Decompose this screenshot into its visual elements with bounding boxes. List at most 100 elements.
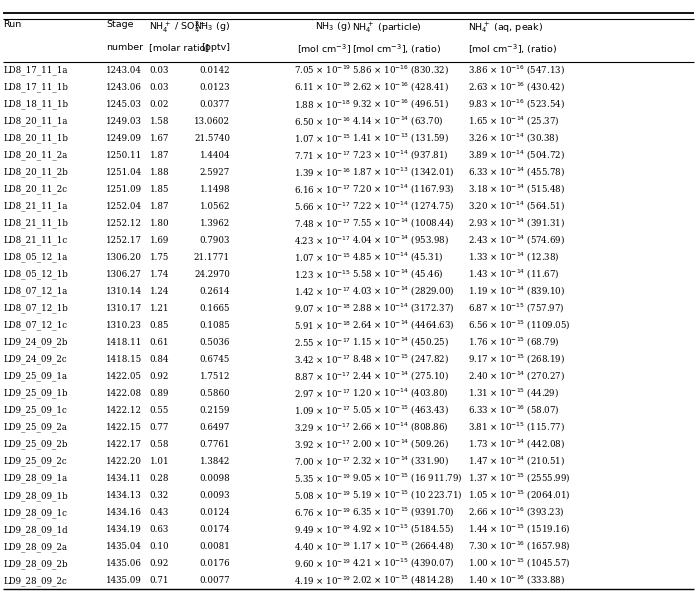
Text: LD9_28_09_2b: LD9_28_09_2b <box>3 559 68 568</box>
Text: NH$_3$ (g): NH$_3$ (g) <box>194 20 230 33</box>
Text: 5.91 $\times$ 10$^{-18}$: 5.91 $\times$ 10$^{-18}$ <box>294 320 351 331</box>
Text: 4.21 $\times$ 10$^{-15}$ (4390.07): 4.21 $\times$ 10$^{-15}$ (4390.07) <box>352 557 455 570</box>
Text: 1.47 $\times$ 10$^{-14}$ (210.51): 1.47 $\times$ 10$^{-14}$ (210.51) <box>468 455 565 468</box>
Text: 8.87 $\times$ 10$^{-17}$: 8.87 $\times$ 10$^{-17}$ <box>294 370 351 383</box>
Text: 0.0174: 0.0174 <box>199 525 230 534</box>
Text: 6.16 $\times$ 10$^{-17}$: 6.16 $\times$ 10$^{-17}$ <box>294 183 351 195</box>
Text: 1422.15: 1422.15 <box>106 423 142 432</box>
Text: LD9_24_09_2c: LD9_24_09_2c <box>3 355 67 364</box>
Text: LD9_25_09_1c: LD9_25_09_1c <box>3 406 67 415</box>
Text: 3.26 $\times$ 10$^{-14}$ (30.38): 3.26 $\times$ 10$^{-14}$ (30.38) <box>468 132 559 145</box>
Text: 4.04 $\times$ 10$^{-14}$ (953.98): 4.04 $\times$ 10$^{-14}$ (953.98) <box>352 234 450 247</box>
Text: 1.87 $\times$ 10$^{-13}$ (1342.01): 1.87 $\times$ 10$^{-13}$ (1342.01) <box>352 166 455 179</box>
Text: 0.71: 0.71 <box>149 576 169 585</box>
Text: 1.39 $\times$ 10$^{-16}$: 1.39 $\times$ 10$^{-16}$ <box>294 166 351 179</box>
Text: 1.01: 1.01 <box>149 457 169 466</box>
Text: 24.2970: 24.2970 <box>194 270 230 279</box>
Text: LD9_28_09_1b: LD9_28_09_1b <box>3 491 68 501</box>
Text: LD8_20_11_2a: LD8_20_11_2a <box>3 150 67 160</box>
Text: 1.37 $\times$ 10$^{-15}$ (2555.99): 1.37 $\times$ 10$^{-15}$ (2555.99) <box>468 472 571 485</box>
Text: 1435.04: 1435.04 <box>106 542 142 551</box>
Text: 0.84: 0.84 <box>149 355 169 364</box>
Text: 0.6497: 0.6497 <box>199 423 230 432</box>
Text: 1.87: 1.87 <box>149 151 169 160</box>
Text: 1.3962: 1.3962 <box>199 219 230 228</box>
Text: 0.89: 0.89 <box>149 389 169 398</box>
Text: 21.5740: 21.5740 <box>194 134 230 143</box>
Text: 0.0176: 0.0176 <box>199 559 230 568</box>
Text: 6.35 $\times$ 10$^{-15}$ (9391.70): 6.35 $\times$ 10$^{-15}$ (9391.70) <box>352 506 455 519</box>
Text: 1422.17: 1422.17 <box>106 440 142 449</box>
Text: 0.03: 0.03 <box>149 83 169 92</box>
Text: LD9_28_09_2a: LD9_28_09_2a <box>3 542 67 552</box>
Text: LD8_20_11_2c: LD8_20_11_2c <box>3 185 67 194</box>
Text: 1418.11: 1418.11 <box>106 338 142 347</box>
Text: 1.07 $\times$ 10$^{-15}$: 1.07 $\times$ 10$^{-15}$ <box>294 251 351 264</box>
Text: 0.77: 0.77 <box>149 423 169 432</box>
Text: 1310.14: 1310.14 <box>106 287 142 296</box>
Text: 1435.09: 1435.09 <box>106 576 142 585</box>
Text: LD8_21_11_1c: LD8_21_11_1c <box>3 236 67 245</box>
Text: LD9_28_09_1a: LD9_28_09_1a <box>3 474 67 484</box>
Text: 2.00 $\times$ 10$^{-14}$ (509.26): 2.00 $\times$ 10$^{-14}$ (509.26) <box>352 438 449 451</box>
Text: 0.32: 0.32 <box>149 491 169 500</box>
Text: 1.09 $\times$ 10$^{-17}$: 1.09 $\times$ 10$^{-17}$ <box>294 405 351 417</box>
Text: 2.64 $\times$ 10$^{-14}$ (4464.63): 2.64 $\times$ 10$^{-14}$ (4464.63) <box>352 319 455 332</box>
Text: 1310.23: 1310.23 <box>106 321 142 330</box>
Text: 4.23 $\times$ 10$^{-17}$: 4.23 $\times$ 10$^{-17}$ <box>294 234 351 247</box>
Text: 1.88: 1.88 <box>149 168 169 177</box>
Text: 9.07 $\times$ 10$^{-18}$: 9.07 $\times$ 10$^{-18}$ <box>294 302 351 315</box>
Text: 6.33 $\times$ 10$^{-16}$ (58.07): 6.33 $\times$ 10$^{-16}$ (58.07) <box>468 404 559 417</box>
Text: NH$_3$ (g): NH$_3$ (g) <box>315 20 351 33</box>
Text: 2.5927: 2.5927 <box>199 168 230 177</box>
Text: 4.19 $\times$ 10$^{-19}$: 4.19 $\times$ 10$^{-19}$ <box>294 574 351 587</box>
Text: 1.73 $\times$ 10$^{-14}$ (442.08): 1.73 $\times$ 10$^{-14}$ (442.08) <box>468 438 565 451</box>
Text: 1.67: 1.67 <box>149 134 169 143</box>
Text: 1.76 $\times$ 10$^{-15}$ (68.79): 1.76 $\times$ 10$^{-15}$ (68.79) <box>468 336 559 349</box>
Text: 1.19 $\times$ 10$^{-14}$ (839.10): 1.19 $\times$ 10$^{-14}$ (839.10) <box>468 285 565 298</box>
Text: NH$_4^+$ (aq, peak): NH$_4^+$ (aq, peak) <box>468 20 543 35</box>
Text: 5.19 $\times$ 10$^{-15}$ (10 223.71): 5.19 $\times$ 10$^{-15}$ (10 223.71) <box>352 489 463 503</box>
Text: Stage: Stage <box>106 20 134 29</box>
Text: 1243.06: 1243.06 <box>106 83 142 92</box>
Text: 1422.05: 1422.05 <box>106 372 142 381</box>
Text: LD9_25_09_1a: LD9_25_09_1a <box>3 372 67 381</box>
Text: 7.20 $\times$ 10$^{-14}$ (1167.93): 7.20 $\times$ 10$^{-14}$ (1167.93) <box>352 183 455 196</box>
Text: 1434.19: 1434.19 <box>106 525 142 534</box>
Text: 1.43 $\times$ 10$^{-14}$ (11.67): 1.43 $\times$ 10$^{-14}$ (11.67) <box>468 268 559 281</box>
Text: 1434.16: 1434.16 <box>106 508 142 517</box>
Text: 1.87: 1.87 <box>149 202 169 211</box>
Text: 1.85: 1.85 <box>149 185 169 194</box>
Text: 1.80: 1.80 <box>149 219 169 228</box>
Text: 1.31 $\times$ 10$^{-15}$ (44.29): 1.31 $\times$ 10$^{-15}$ (44.29) <box>468 387 559 400</box>
Text: 0.0377: 0.0377 <box>199 100 230 109</box>
Text: 1.41 $\times$ 10$^{-13}$ (131.59): 1.41 $\times$ 10$^{-13}$ (131.59) <box>352 132 449 145</box>
Text: LD8_20_11_1b: LD8_20_11_1b <box>3 134 68 143</box>
Text: LD9_28_09_1c: LD9_28_09_1c <box>3 508 67 517</box>
Text: 0.03: 0.03 <box>149 66 169 75</box>
Text: 4.14 $\times$ 10$^{-14}$ (63.70): 4.14 $\times$ 10$^{-14}$ (63.70) <box>352 115 444 128</box>
Text: 2.63 $\times$ 10$^{-16}$ (430.42): 2.63 $\times$ 10$^{-16}$ (430.42) <box>468 81 565 94</box>
Text: 2.88 $\times$ 10$^{-14}$ (3172.37): 2.88 $\times$ 10$^{-14}$ (3172.37) <box>352 302 455 315</box>
Text: 7.05 $\times$ 10$^{-19}$: 7.05 $\times$ 10$^{-19}$ <box>294 64 351 77</box>
Text: 5.05 $\times$ 10$^{-15}$ (463.43): 5.05 $\times$ 10$^{-15}$ (463.43) <box>352 404 450 417</box>
Text: 8.48 $\times$ 10$^{-15}$ (247.82): 8.48 $\times$ 10$^{-15}$ (247.82) <box>352 353 449 366</box>
Text: Run: Run <box>3 20 22 29</box>
Text: 2.43 $\times$ 10$^{-14}$ (574.69): 2.43 $\times$ 10$^{-14}$ (574.69) <box>468 234 564 247</box>
Text: 0.0077: 0.0077 <box>199 576 230 585</box>
Text: 1.4404: 1.4404 <box>199 151 230 160</box>
Text: 7.23 $\times$ 10$^{-14}$ (937.81): 7.23 $\times$ 10$^{-14}$ (937.81) <box>352 148 449 162</box>
Text: 1434.11: 1434.11 <box>106 474 142 483</box>
Text: LD9_28_09_1d: LD9_28_09_1d <box>3 525 68 535</box>
Text: 2.40 $\times$ 10$^{-14}$ (270.27): 2.40 $\times$ 10$^{-14}$ (270.27) <box>468 370 564 383</box>
Text: 1306.27: 1306.27 <box>106 270 142 279</box>
Text: 0.0093: 0.0093 <box>199 491 230 500</box>
Text: [molar ratio]: [molar ratio] <box>149 43 210 52</box>
Text: 0.0123: 0.0123 <box>199 83 230 92</box>
Text: 1.40 $\times$ 10$^{-16}$ (333.88): 1.40 $\times$ 10$^{-16}$ (333.88) <box>468 574 564 587</box>
Text: 1.33 $\times$ 10$^{-14}$ (12.38): 1.33 $\times$ 10$^{-14}$ (12.38) <box>468 251 559 264</box>
Text: 0.0124: 0.0124 <box>199 508 230 517</box>
Text: [pptv]: [pptv] <box>201 43 230 52</box>
Text: 1252.17: 1252.17 <box>106 236 142 245</box>
Text: 1.3842: 1.3842 <box>199 457 230 466</box>
